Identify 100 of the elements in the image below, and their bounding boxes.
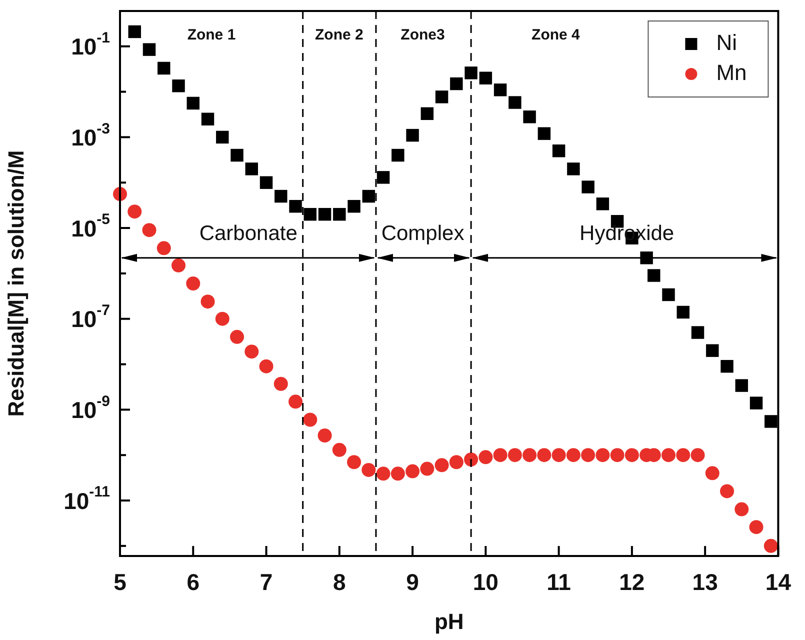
point xyxy=(750,396,763,410)
point xyxy=(749,520,764,534)
point xyxy=(464,66,478,80)
point xyxy=(538,127,551,140)
point xyxy=(142,223,156,238)
point xyxy=(523,110,536,124)
point xyxy=(362,190,376,203)
point xyxy=(434,458,449,472)
point xyxy=(450,77,463,90)
x-tick-label: 7 xyxy=(260,569,273,596)
x-tick-label: 12 xyxy=(619,569,645,596)
point xyxy=(274,376,288,391)
point xyxy=(449,455,464,470)
point xyxy=(288,394,303,409)
point xyxy=(318,208,332,221)
point xyxy=(259,359,274,374)
point xyxy=(216,130,229,144)
x-axis-title: pH xyxy=(434,608,464,634)
annotation: Zone 1 xyxy=(187,26,236,44)
x-tick-label: 8 xyxy=(333,569,346,596)
point xyxy=(406,464,420,478)
point xyxy=(508,448,522,462)
point xyxy=(376,466,390,481)
point xyxy=(734,502,749,516)
point xyxy=(260,176,273,189)
point xyxy=(648,269,660,282)
point xyxy=(537,448,552,462)
legend-label: Ni xyxy=(716,30,737,56)
point xyxy=(274,190,288,203)
point xyxy=(172,258,186,272)
annotation: Carbonate xyxy=(199,222,298,246)
point xyxy=(735,379,748,392)
point xyxy=(764,538,778,553)
point xyxy=(552,144,566,158)
point xyxy=(494,84,507,96)
x-tick-label: 13 xyxy=(692,569,718,596)
y-axis-title: Residual[M] in solution/M xyxy=(3,150,28,417)
point xyxy=(720,484,734,498)
point xyxy=(508,96,522,109)
point xyxy=(362,462,376,477)
point xyxy=(332,442,346,457)
point xyxy=(142,43,156,56)
point xyxy=(522,448,537,462)
legend-label: Mn xyxy=(716,60,747,86)
point xyxy=(610,448,624,462)
point xyxy=(245,162,258,176)
point xyxy=(420,107,434,120)
point xyxy=(705,466,720,480)
point xyxy=(392,148,404,162)
point xyxy=(478,450,493,464)
point xyxy=(303,412,318,427)
x-tick-label: 14 xyxy=(765,569,792,596)
point xyxy=(691,326,704,339)
point xyxy=(406,128,419,142)
point xyxy=(186,276,200,290)
annotation: Zone3 xyxy=(400,26,445,44)
x-tick-label: 5 xyxy=(114,569,127,596)
point xyxy=(582,180,594,194)
point xyxy=(690,448,705,462)
point xyxy=(201,112,214,126)
annotation: Complex xyxy=(381,222,465,246)
point xyxy=(552,448,566,462)
x-tick-label: 6 xyxy=(186,569,200,596)
point xyxy=(318,428,332,442)
point xyxy=(581,448,596,462)
annotation: Zone 2 xyxy=(315,26,364,44)
point xyxy=(172,79,185,92)
point xyxy=(215,312,230,326)
point xyxy=(333,208,346,221)
point xyxy=(479,72,492,84)
point xyxy=(720,360,734,373)
point xyxy=(567,162,580,176)
point xyxy=(200,294,215,309)
point xyxy=(289,200,302,213)
point xyxy=(624,448,639,462)
point xyxy=(596,198,610,210)
point xyxy=(566,448,580,462)
point xyxy=(128,25,141,38)
point xyxy=(662,448,676,462)
point xyxy=(348,200,360,213)
point xyxy=(230,148,244,162)
annotation: Zone 4 xyxy=(532,26,581,44)
point xyxy=(706,344,719,357)
point xyxy=(764,415,778,428)
point xyxy=(304,208,317,221)
point xyxy=(676,306,690,319)
x-tick-label: 10 xyxy=(472,569,498,596)
point xyxy=(230,330,244,344)
point xyxy=(128,204,142,219)
point xyxy=(186,96,200,110)
point xyxy=(158,62,170,75)
point xyxy=(464,452,478,466)
point xyxy=(493,448,508,462)
point xyxy=(390,466,405,481)
point xyxy=(596,448,610,462)
point xyxy=(244,344,259,359)
point xyxy=(420,462,434,476)
x-tick-label: 9 xyxy=(406,569,419,596)
point xyxy=(347,455,362,470)
point xyxy=(435,90,448,104)
